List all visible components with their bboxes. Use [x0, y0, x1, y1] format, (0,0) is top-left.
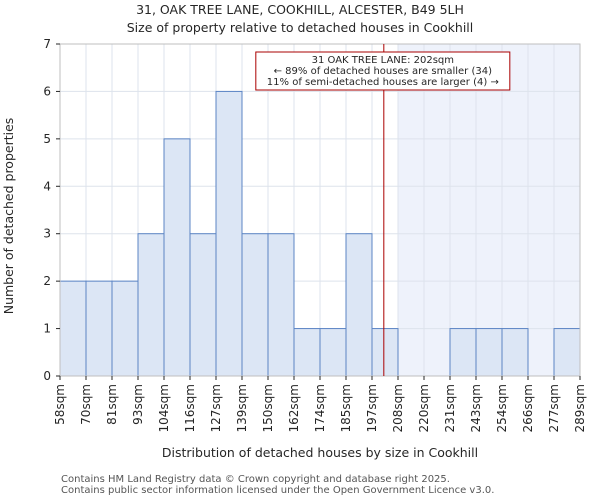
y-tick-label: 4: [43, 179, 51, 193]
y-tick-label: 7: [43, 37, 51, 51]
x-axis-label: Distribution of detached houses by size …: [162, 445, 478, 460]
bar: [215, 90, 243, 377]
x-tick-label: 70sqm: [79, 384, 93, 425]
y-tick-label: 3: [43, 227, 51, 241]
x-tick-label: 197sqm: [365, 384, 379, 432]
y-ticks: 0 1 2 3 4 5 6 7: [43, 37, 60, 383]
bar: [163, 138, 191, 377]
bar: [241, 233, 269, 377]
bar: [189, 233, 217, 377]
y-axis-label: Number of detached properties: [1, 118, 16, 315]
x-tick-label: 139sqm: [235, 384, 249, 432]
bar: [553, 328, 581, 377]
x-tick-label: 254sqm: [495, 384, 509, 432]
bar: [111, 280, 139, 377]
x-tick-label: 243sqm: [469, 384, 483, 432]
annotation-frame: [255, 51, 511, 91]
x-tick-label: 208sqm: [391, 384, 405, 432]
x-tick-label: 116sqm: [183, 384, 197, 432]
bar: [501, 328, 529, 377]
bar: [449, 328, 477, 377]
bar: [345, 233, 373, 377]
y-tick-label: 6: [43, 84, 51, 98]
y-tick-label: 2: [43, 274, 51, 288]
bar: [59, 280, 87, 377]
x-tick-label: 162sqm: [287, 384, 301, 432]
x-tick-label: 277sqm: [547, 384, 561, 432]
bar: [137, 233, 165, 377]
footer-line-2: Contains public sector information licen…: [61, 485, 494, 496]
highlight-region: [398, 44, 580, 376]
x-tick-label: 220sqm: [417, 384, 431, 432]
x-tick-label: 185sqm: [339, 384, 353, 432]
bar: [85, 280, 113, 377]
footer-line-1: Contains HM Land Registry data © Crown c…: [61, 474, 450, 485]
y-tick-label: 5: [43, 132, 51, 146]
x-tick-label: 127sqm: [209, 384, 223, 432]
annotation-line-3: 11% of semi-detached houses are larger (…: [267, 77, 499, 88]
bar: [475, 328, 503, 377]
bar: [267, 233, 295, 377]
annotation-line-2: ← 89% of detached houses are smaller (34…: [274, 66, 492, 77]
x-tick-label: 150sqm: [261, 384, 275, 432]
chart-subtitle: Size of property relative to detached ho…: [127, 20, 474, 35]
bar: [293, 328, 321, 377]
x-tick-label: 104sqm: [157, 384, 171, 432]
y-tick-label: 0: [43, 369, 51, 383]
x-ticks: 58sqm 70sqm 81sqm 93sqm 104sqm 116sqm 127sqm 13…: [53, 376, 587, 432]
x-tick-label: 174sqm: [313, 384, 327, 432]
bar: [371, 328, 399, 377]
chart-title: 31, OAK TREE LANE, COOKHILL, ALCESTER, B…: [136, 2, 464, 17]
x-tick-label: 289sqm: [573, 384, 587, 432]
x-tick-label: 81sqm: [105, 384, 119, 425]
annotation-box: 31 OAK TREE LANE: 202sqm ← 89% of detach…: [255, 51, 511, 91]
bars: [59, 90, 581, 377]
x-tick-label: 231sqm: [443, 384, 457, 432]
y-tick-label: 1: [43, 322, 51, 336]
highlight-region-layer: [398, 44, 580, 376]
bar: [319, 328, 347, 377]
annotation-line-1: 31 OAK TREE LANE: 202sqm: [312, 55, 454, 66]
x-tick-label: 266sqm: [521, 384, 535, 432]
x-tick-label: 93sqm: [131, 384, 145, 425]
x-tick-label: 58sqm: [53, 384, 67, 425]
